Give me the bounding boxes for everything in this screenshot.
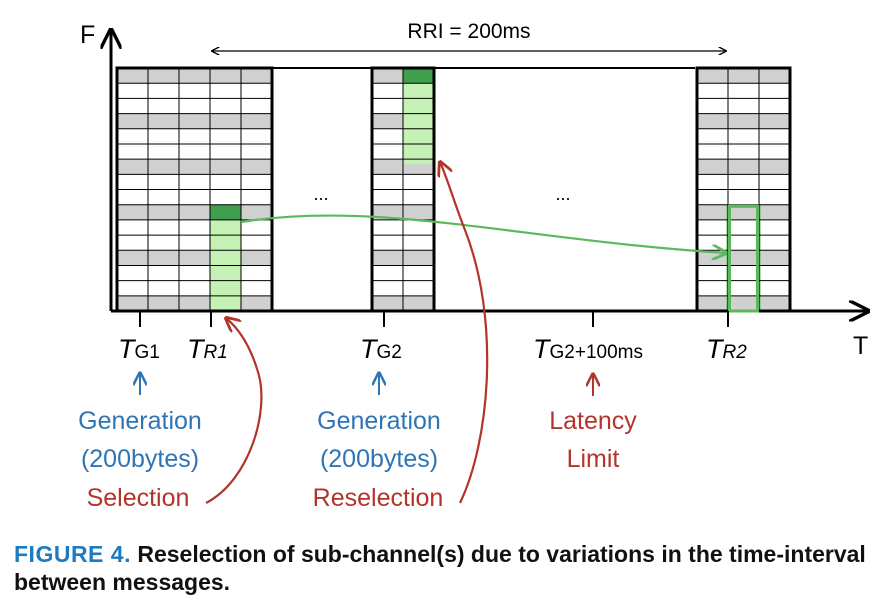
reselection-label: Reselection	[313, 484, 444, 512]
grid-band	[697, 113, 790, 129]
figure-caption: FIGURE 4. Reselection of sub-channel(s) …	[14, 540, 884, 596]
grid-band	[117, 68, 272, 84]
reselection-arrow	[440, 162, 489, 504]
grid-frame	[115, 66, 274, 313]
generation-label-1: Generation	[78, 407, 202, 435]
reserved-subchannel	[728, 204, 759, 313]
x-axis-label: T	[853, 332, 868, 360]
grid-band	[697, 159, 790, 175]
grid-band	[697, 295, 790, 311]
resource-grid-right	[695, 66, 792, 313]
figure-label: FIGURE 4.	[14, 541, 131, 567]
ellipsis-right: ...	[555, 184, 570, 204]
selection-label: Selection	[87, 484, 190, 512]
resource-grid-left	[115, 66, 274, 313]
ellipsis-left: ...	[313, 184, 328, 204]
figure-caption-text: Reselection of sub-channel(s) due to var…	[14, 541, 866, 595]
grid-band	[117, 250, 272, 266]
diagram-canvas: F T RRI = 200ms ... ... TG1 TR1 TG2 TG2+…	[78, 20, 892, 512]
grid-band	[117, 295, 272, 311]
label-tg1: TG1	[118, 334, 160, 364]
limit-label: Limit	[567, 445, 620, 473]
label-tr1: TR1	[187, 334, 228, 364]
generation-size-1: (200bytes)	[81, 445, 199, 473]
rri-label: RRI = 200ms	[407, 20, 530, 43]
reselected-subchannel	[403, 83, 434, 164]
grid-band	[697, 204, 790, 220]
y-axis-label: F	[80, 21, 95, 49]
grid-frame	[370, 66, 436, 313]
reservation-arrow	[240, 214, 726, 253]
selection-arrow	[205, 318, 263, 504]
latency-label: Latency	[549, 407, 637, 435]
label-tg2: TG2	[360, 334, 402, 364]
label-tr2: TR2	[706, 334, 747, 364]
resource-grid-middle	[370, 66, 436, 313]
reselected-subchannel-header	[403, 68, 434, 84]
generation-label-2: Generation	[317, 407, 441, 435]
grid-band	[117, 204, 272, 220]
grid-band	[697, 68, 790, 84]
grid-band	[117, 159, 272, 175]
selected-subchannel-header	[210, 204, 241, 220]
label-tg2plus: TG2+100ms	[533, 334, 643, 364]
grid-band	[117, 113, 272, 129]
generation-size-2: (200bytes)	[320, 445, 438, 473]
